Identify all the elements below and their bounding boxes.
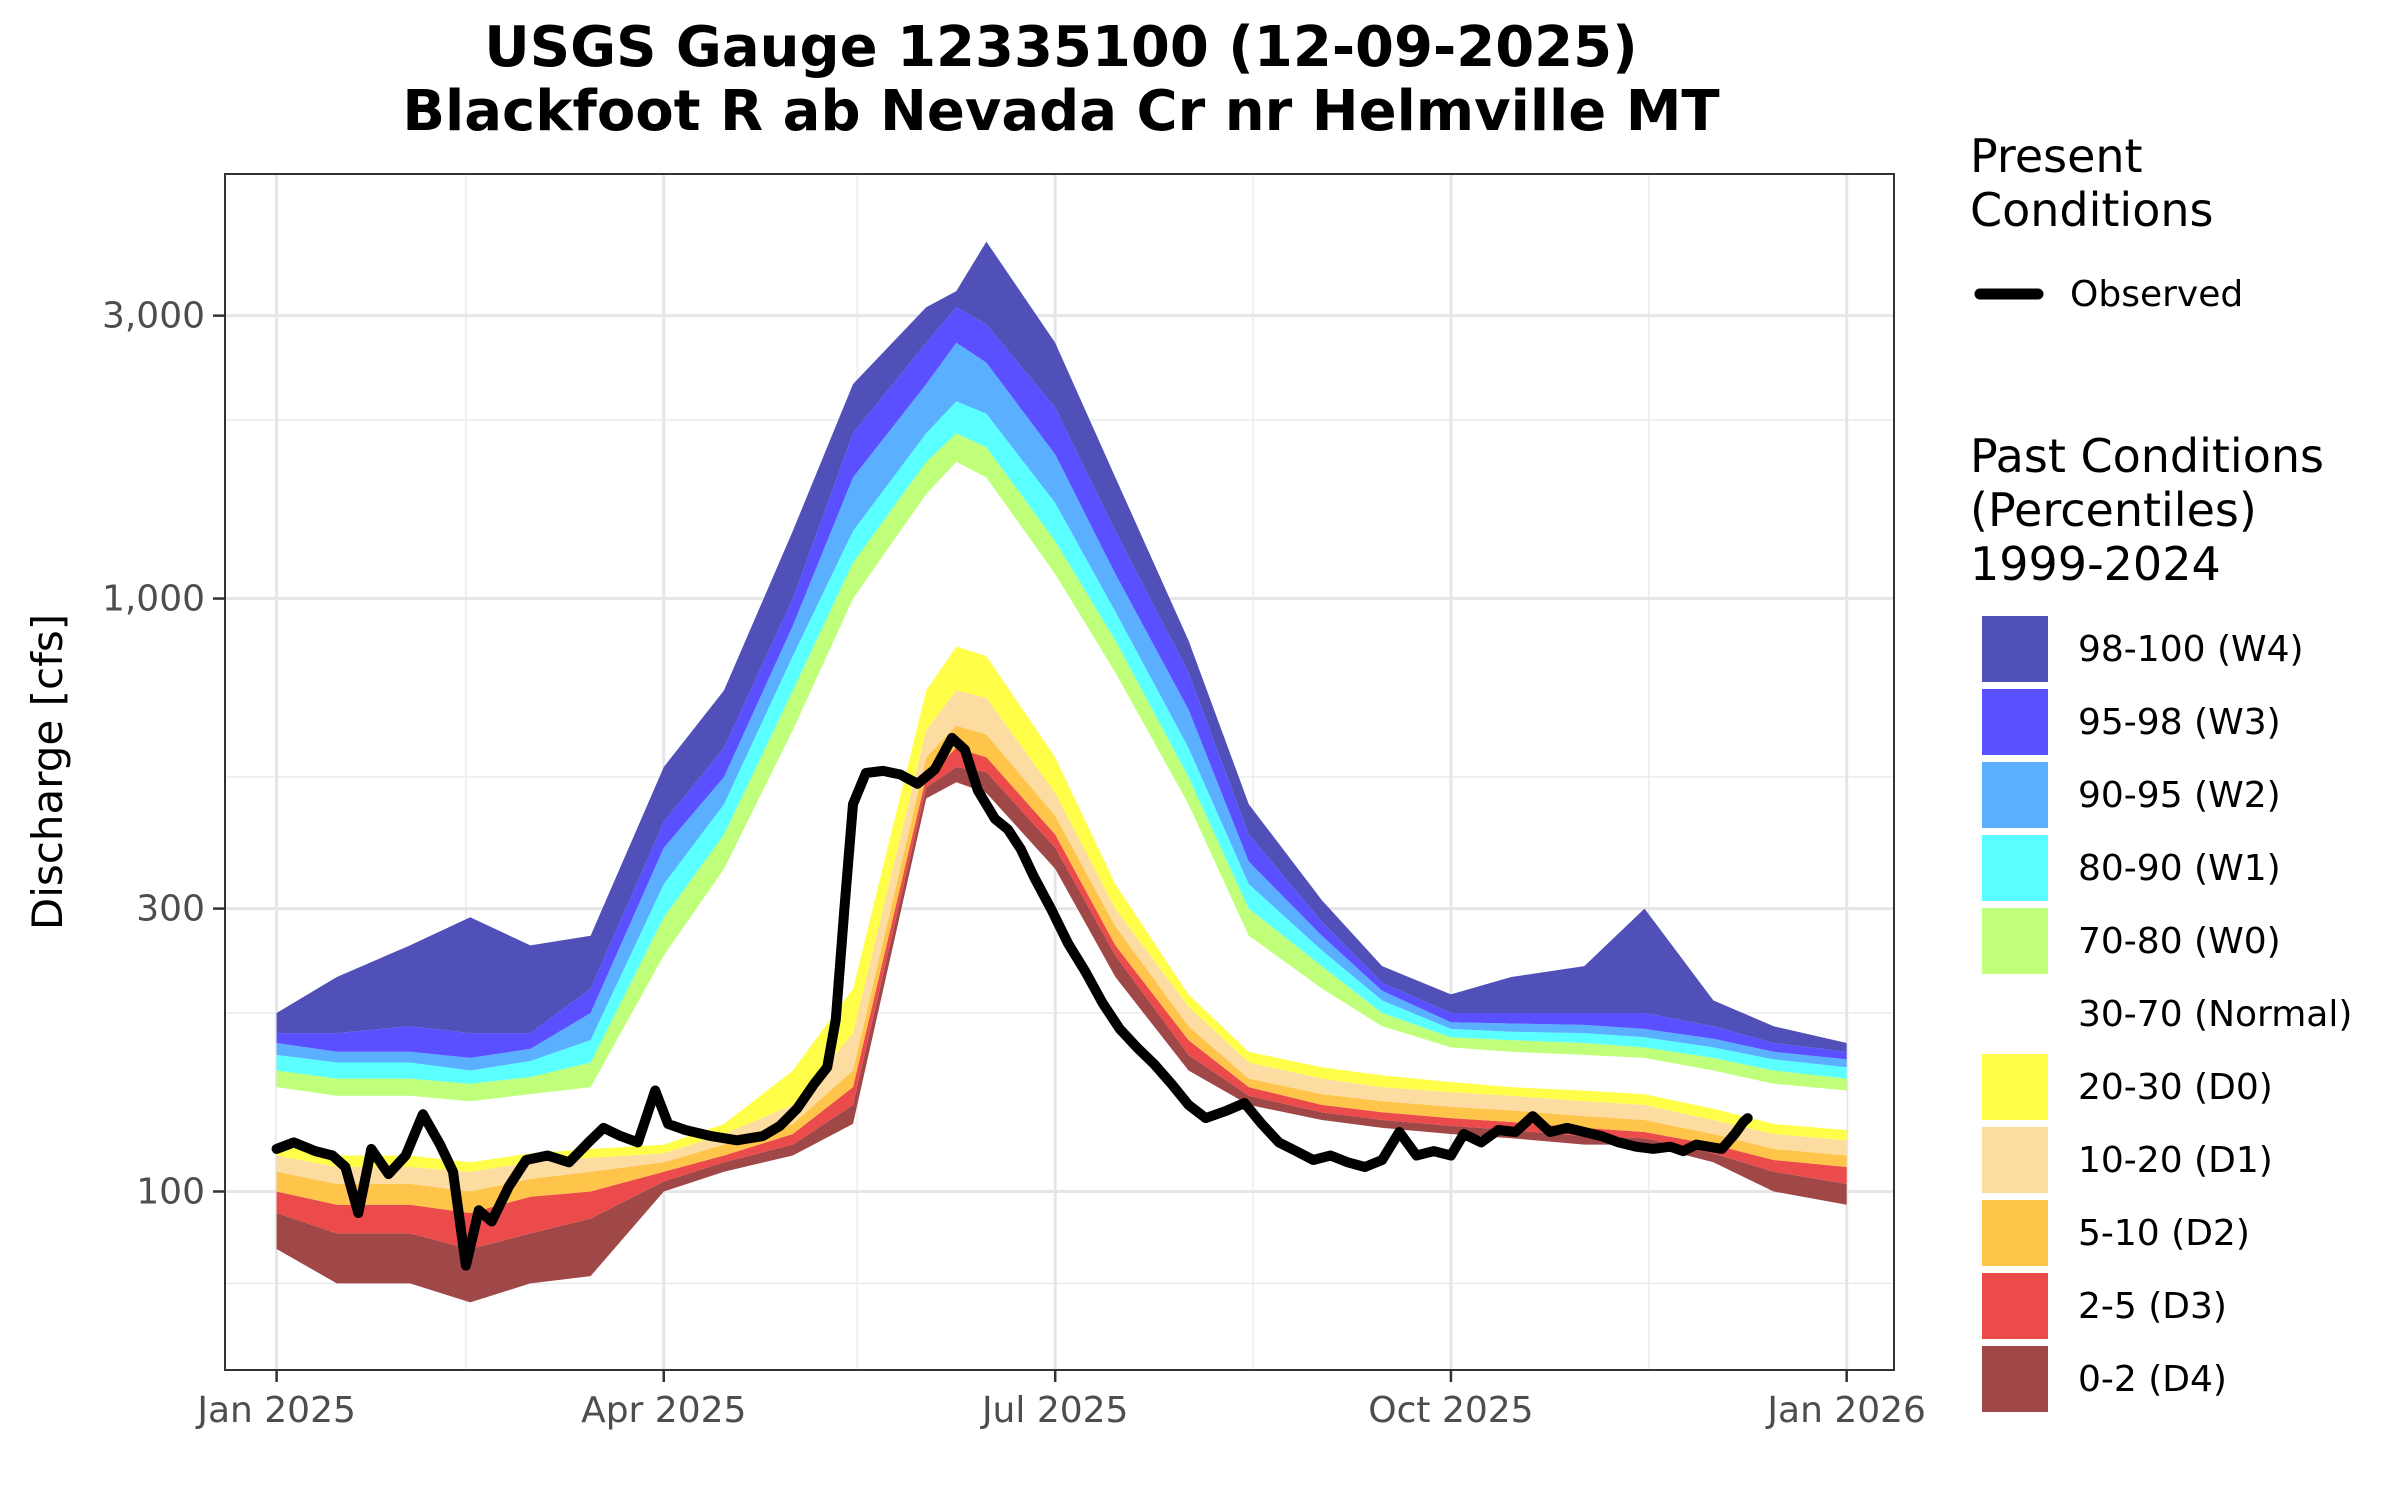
band-0-2 (276, 767, 1847, 1303)
legend-past-conditions: Past Conditions (Percentiles) 1999-2024 … (1970, 429, 2352, 1412)
y-axis: 100 300 1,000 3,000 (102, 296, 225, 1213)
band-80-90 (276, 401, 1847, 1084)
legend-item-label: 5-10 (D2) (2078, 1213, 2250, 1254)
legend-swatch (1982, 908, 2048, 974)
y-tick-label: 300 (136, 889, 205, 930)
percentile-bands (276, 241, 1847, 1303)
band-95-98 (276, 307, 1847, 1060)
y-tick-label: 1,000 (102, 579, 205, 620)
legend-swatch (1982, 1273, 2048, 1339)
band-90-95 (276, 342, 1847, 1071)
x-tick-label: Jan 2025 (195, 1390, 356, 1431)
legend-item-label: 70-80 (W0) (2078, 921, 2281, 962)
legend-item-label: 98-100 (W4) (2078, 629, 2304, 670)
y-tick-label: 3,000 (102, 296, 205, 337)
legend-item-label: 0-2 (D4) (2078, 1359, 2227, 1400)
observed-line (271, 732, 1753, 1271)
plot-panel-border (224, 173, 1895, 1371)
legend-swatch (1982, 689, 2048, 755)
y-tick-label: 100 (136, 1172, 205, 1213)
chart-title-line2: Blackfoot R ab Nevada Cr nr Helmville MT (402, 79, 1719, 144)
legend-past-title-line3: 1999-2024 (1970, 537, 2221, 591)
legend-item-label: 10-20 (D1) (2078, 1140, 2273, 1181)
legend-item-label: 30-70 (Normal) (2078, 994, 2352, 1035)
legend-item-label: 95-98 (W3) (2078, 702, 2281, 743)
band-70-80 (276, 433, 1847, 1102)
band-30-70 (276, 461, 1847, 1163)
x-tick-label: Oct 2025 (1368, 1390, 1533, 1431)
legend-present-conditions: Present Conditions Observed (1970, 129, 2243, 315)
x-axis: Jan 2025 Apr 2025 Jul 2025 Oct 2025 Jan 2026 (195, 1370, 1926, 1431)
x-tick-label: Jan 2026 (1765, 1390, 1926, 1431)
legend-item-label: 80-90 (W1) (2078, 848, 2281, 889)
x-tick-label: Apr 2025 (581, 1390, 746, 1431)
legend-swatch (1982, 762, 2048, 828)
legend-item-label: 20-30 (D0) (2078, 1067, 2273, 1108)
legend-swatch (1982, 616, 2048, 682)
legend-item-label: 90-95 (W2) (2078, 775, 2281, 816)
y-axis-title: Discharge [cfs] (23, 614, 72, 930)
legend-past-title-line2: (Percentiles) (1970, 483, 2257, 537)
legend-swatch (1982, 1346, 2048, 1412)
observed-series (271, 732, 1753, 1271)
legend-past-title-line1: Past Conditions (1970, 429, 2324, 483)
legend-present-title-line2: Conditions (1970, 183, 2213, 237)
band-98-100 (276, 241, 1847, 1052)
x-tick-label: Jul 2025 (980, 1390, 1129, 1431)
legend-item-label: 2-5 (D3) (2078, 1286, 2227, 1327)
legend-swatch (1982, 1054, 2048, 1120)
band-2-5 (276, 747, 1847, 1249)
legend-swatch (1982, 1200, 2048, 1266)
legend-present-title-line1: Present (1970, 129, 2143, 183)
chart-title-line1: USGS Gauge 12335100 (12-09-2025) (484, 15, 1637, 80)
legend-swatch (1982, 1127, 2048, 1193)
legend-swatch (1982, 835, 2048, 901)
legend-swatch (1982, 981, 2048, 1047)
legend-observed-label: Observed (2070, 274, 2243, 315)
